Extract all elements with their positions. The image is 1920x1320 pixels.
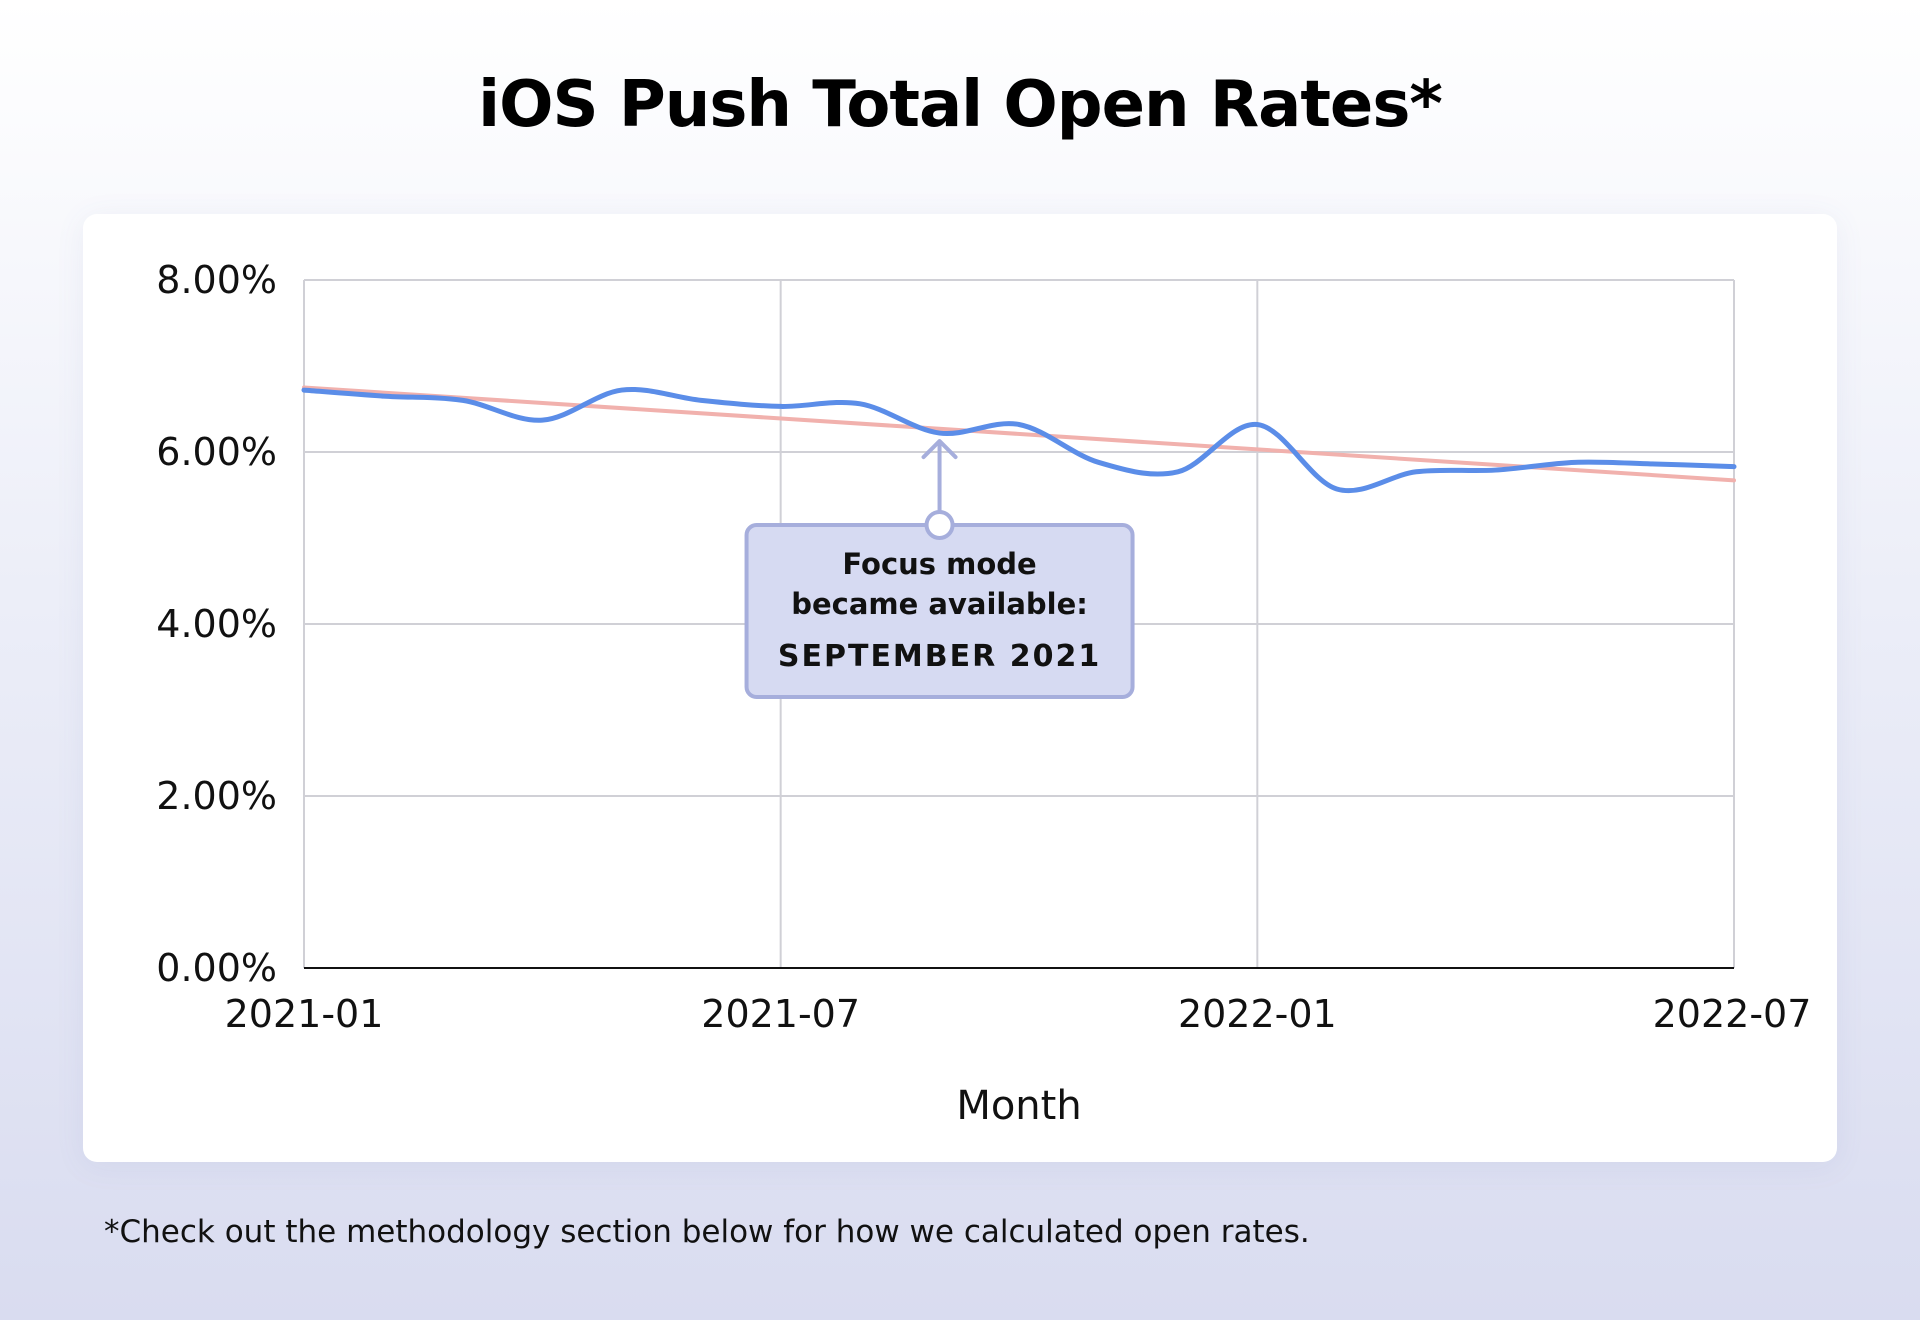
x-tick-label: 2021-07 — [701, 992, 860, 1036]
y-tick-label: 2.00% — [156, 774, 277, 818]
x-tick-label: 2022-07 — [1653, 992, 1812, 1036]
annotation-anchor-dot — [924, 510, 955, 540]
annotation-layer: Focus mode became available: SEPTEMBER 202… — [744, 439, 1135, 699]
y-tick-label: 0.00% — [156, 946, 277, 990]
trend-layer — [302, 385, 1736, 483]
y-tick-label: 6.00% — [156, 430, 277, 474]
line-chart: 0.00% 2.00% 4.00% 6.00% 8.00% 2021-01 2021-07 2… — [156, 258, 1811, 1129]
annotation-text-line1: Focus mode — [842, 547, 1036, 581]
annotation-arrowhead — [921, 439, 958, 460]
page-title: iOS Push Total Open Rates* — [478, 68, 1443, 142]
chart-card: 0.00% 2.00% 4.00% 6.00% 8.00% 2021-01 2021-07 2… — [83, 214, 1837, 1162]
x-tick-label: 2021-01 — [225, 992, 384, 1036]
x-tick-label: 2022-01 — [1178, 992, 1337, 1036]
annotation-text-line2: became available: — [791, 587, 1088, 621]
x-axis-title: Month — [956, 1083, 1081, 1129]
annotation-text-line3: SEPTEMBER 2021 — [778, 639, 1101, 674]
series-layer — [301, 386, 1737, 494]
axes: 0.00% 2.00% 4.00% 6.00% 8.00% 2021-01 2021-07 2… — [156, 258, 1811, 1129]
y-tick-label: 4.00% — [156, 602, 277, 646]
trend-line — [302, 385, 1736, 483]
y-tick-label: 8.00% — [156, 258, 277, 302]
footnote: *Check out the methodology section below… — [104, 1214, 1310, 1250]
open-rate-line — [301, 386, 1737, 494]
